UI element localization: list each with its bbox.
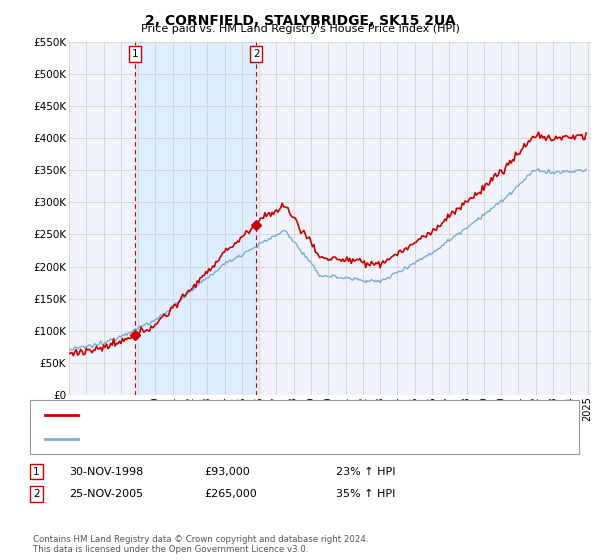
Bar [135,42,256,395]
Text: £93,000: £93,000 [204,466,250,477]
Text: 2: 2 [253,49,260,59]
Text: 1: 1 [132,49,139,59]
Text: £265,000: £265,000 [204,489,257,499]
Text: 2, CORNFIELD, STALYBRIDGE, SK15 2UA: 2, CORNFIELD, STALYBRIDGE, SK15 2UA [145,14,455,28]
Text: Price paid vs. HM Land Registry's House Price Index (HPI): Price paid vs. HM Land Registry's House … [140,24,460,34]
Text: 2, CORNFIELD, STALYBRIDGE, SK15 2UA (detached house): 2, CORNFIELD, STALYBRIDGE, SK15 2UA (det… [85,410,387,421]
Text: 35% ↑ HPI: 35% ↑ HPI [336,489,395,499]
Text: 2: 2 [33,489,40,499]
Text: HPI: Average price, detached house, Tameside: HPI: Average price, detached house, Tame… [85,433,327,444]
Text: Contains HM Land Registry data © Crown copyright and database right 2024.
This d: Contains HM Land Registry data © Crown c… [33,535,368,554]
Text: 25-NOV-2005: 25-NOV-2005 [69,489,143,499]
Text: 1: 1 [33,466,40,477]
Text: 30-NOV-1998: 30-NOV-1998 [69,466,143,477]
Text: 23% ↑ HPI: 23% ↑ HPI [336,466,395,477]
